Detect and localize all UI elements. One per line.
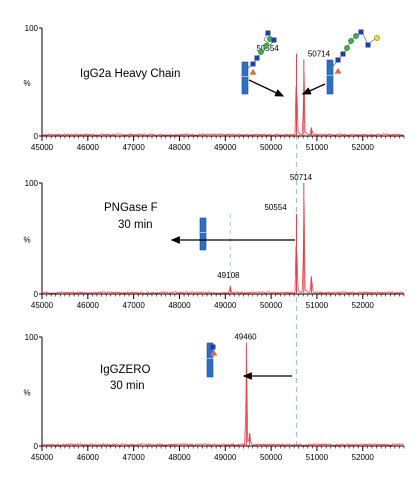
x-tick-label: 45000: [31, 453, 54, 462]
x-tick-label: 46000: [77, 301, 100, 310]
condition-label-iggzero-line2: 30 min: [110, 380, 145, 392]
x-tick-label: 49000: [214, 301, 237, 310]
glycan-illustrations: [199, 29, 380, 378]
y-axis-label: %: [23, 389, 30, 398]
shift-arrow: [301, 83, 326, 95]
shift-arrow: [248, 79, 285, 97]
glcnac-square-icon: [365, 42, 371, 48]
peak-label: 50554: [264, 203, 287, 212]
peak-label: 50714: [308, 49, 331, 58]
condition-label-pngase-line1: PNGase F: [104, 202, 158, 214]
fucose-triangle-icon: [210, 349, 218, 356]
x-tick-label: 48000: [168, 143, 191, 152]
shift-arrows: [170, 79, 326, 380]
mannose-circle-icon: [348, 38, 354, 44]
fucose-triangle-icon: [249, 68, 257, 75]
galactose-circle-icon: [374, 35, 380, 41]
peak-label: 50554: [256, 44, 279, 53]
y-tick-label: 100: [25, 333, 39, 342]
protein-chain-icon: [199, 217, 207, 251]
x-tick-label: 45000: [31, 143, 54, 152]
glcnac-square-icon: [210, 344, 216, 350]
x-tick-label: 46000: [77, 453, 100, 462]
x-tick-label: 48000: [168, 453, 191, 462]
x-tick-label: 49000: [214, 143, 237, 152]
x-tick-label: 48000: [168, 301, 191, 310]
x-tick-label: 49000: [214, 453, 237, 462]
x-tick-label: 51000: [306, 143, 329, 152]
panel-pngase-f: PNGase F 30 min 0 100% 45000 46000 47000 4800…: [23, 173, 405, 310]
mannose-circle-icon: [263, 43, 269, 49]
condition-label-pngase-line2: 30 min: [118, 219, 153, 231]
x-tick-label: 51000: [306, 301, 329, 310]
glycan-linkage: [247, 32, 277, 69]
x-tick-label: 46000: [77, 143, 100, 152]
glcnac-square-icon: [254, 55, 260, 61]
x-tick-label: 47000: [123, 453, 146, 462]
glcnac-square-icon: [335, 57, 341, 63]
x-tick-label: 52000: [352, 453, 375, 462]
x-tick-label: 50000: [260, 301, 283, 310]
x-tick-label: 50000: [260, 453, 283, 462]
condition-label-iggzero-line1: IgGZERO: [100, 364, 151, 376]
peak-label: 49108: [217, 271, 240, 280]
x-tick-label: 52000: [352, 143, 375, 152]
y-tick-label: 100: [25, 24, 39, 33]
fucose-triangle-icon: [334, 67, 342, 74]
glcnac-square-icon: [358, 29, 364, 35]
glcnac-square-icon: [340, 51, 346, 57]
x-tick-label: 51000: [306, 453, 329, 462]
peak-label: 49460: [234, 332, 257, 341]
y-axis-label: %: [23, 79, 30, 88]
panel-iggzero: IgGZERO 30 min 0 100% 45000 46000 47000 48000…: [23, 332, 405, 462]
spectrum-trace: [41, 359, 405, 447]
spectrum-trace: [41, 72, 405, 136]
x-tick-label: 45000: [31, 301, 54, 310]
mannose-circle-icon: [344, 45, 350, 51]
y-tick-label: 0: [34, 442, 39, 451]
glcnac-square-icon: [265, 30, 271, 36]
glcnac-square-icon: [250, 61, 256, 67]
x-tick-label: 47000: [123, 143, 146, 152]
protein-chain-icon: [326, 59, 334, 95]
y-tick-label: 0: [34, 132, 39, 141]
spectrum-trace: [41, 201, 405, 294]
x-tick-label: 50000: [260, 143, 283, 152]
glcnac-square-icon: [271, 37, 277, 43]
x-tick-label: 52000: [352, 301, 375, 310]
mannose-circle-icon: [353, 33, 359, 39]
mannose-circle-icon: [258, 49, 264, 55]
condition-label-igg2a: IgG2a Heavy Chain: [80, 68, 180, 80]
y-tick-label: 100: [25, 179, 39, 188]
y-tick-label: 0: [34, 290, 39, 299]
panel-igg2a-heavy-chain: IgG2a Heavy Chain 0 100% 45000 46000 47000 48…: [23, 24, 405, 152]
protein-chain-icon: [241, 61, 249, 95]
x-tick-label: 47000: [123, 301, 146, 310]
y-axis-label: %: [23, 236, 30, 245]
protein-chain-icon: [206, 342, 214, 378]
peak-label: 50714: [290, 173, 313, 182]
